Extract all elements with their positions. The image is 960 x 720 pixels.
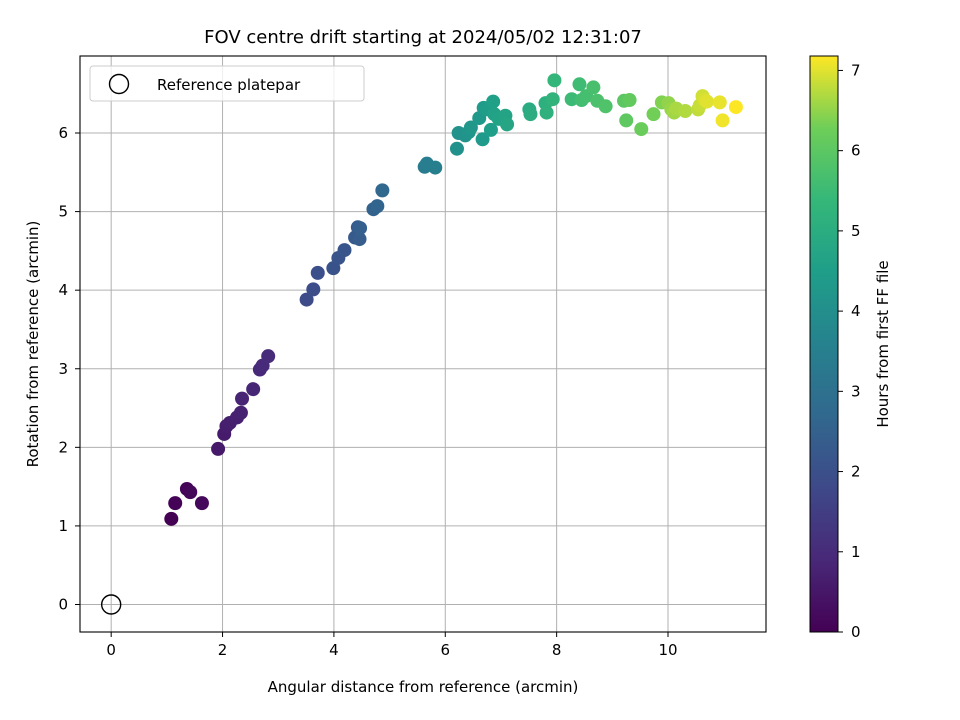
data-point — [564, 92, 579, 107]
data-point — [586, 80, 601, 95]
colorbar-gradient — [809, 55, 839, 633]
data-point — [375, 183, 390, 198]
colorbar-label: Hours from first FF file — [874, 260, 892, 427]
data-point — [699, 94, 714, 109]
data-point — [168, 496, 183, 511]
x-tick-label: 8 — [552, 641, 562, 659]
colorbar-tick-label: 3 — [851, 382, 861, 400]
data-point — [299, 292, 314, 307]
data-point — [211, 441, 226, 456]
x-axis-ticks: 0 2 4 6 8 10 — [106, 632, 678, 659]
plot-frame — [79, 55, 767, 633]
data-point — [463, 120, 478, 135]
chart-title: FOV centre drift starting at 2024/05/02 … — [204, 27, 642, 48]
y-tick-label: 0 — [58, 595, 68, 613]
data-point — [353, 221, 368, 236]
x-tick-label: 2 — [218, 641, 228, 659]
data-point — [547, 73, 562, 88]
colorbar-tick-label: 2 — [851, 463, 861, 481]
data-point — [261, 349, 276, 364]
y-tick-label: 5 — [58, 203, 68, 221]
y-axis-label: Rotation from reference (arcmin) — [24, 221, 42, 468]
x-tick-label: 4 — [329, 641, 339, 659]
data-point — [678, 104, 693, 119]
x-axis-label: Angular distance from reference (arcmin) — [268, 678, 579, 696]
data-point — [598, 99, 613, 114]
data-point — [634, 122, 649, 137]
data-point — [572, 77, 587, 92]
data-point — [500, 117, 515, 132]
data-point — [715, 113, 730, 128]
grid-lines — [80, 56, 766, 632]
data-point — [235, 391, 250, 406]
data-point — [310, 265, 325, 280]
legend-entry-reference: Reference platepar — [157, 76, 301, 94]
y-axis-ticks: 0 1 2 3 4 5 6 — [58, 124, 80, 613]
colorbar-tick-label: 0 — [851, 623, 861, 641]
data-point — [728, 100, 743, 115]
x-tick-label: 10 — [658, 641, 677, 659]
data-point — [646, 107, 661, 122]
data-point — [428, 160, 443, 175]
y-tick-label: 2 — [58, 438, 68, 456]
data-point — [712, 95, 727, 110]
x-tick-label: 0 — [106, 641, 116, 659]
legend-box — [89, 65, 365, 102]
reference-platepar-marker — [100, 594, 122, 615]
y-tick-label: 4 — [58, 281, 68, 299]
data-point — [486, 94, 501, 109]
legend-marker-icon — [108, 73, 130, 95]
y-tick-label: 6 — [58, 124, 68, 142]
data-points — [100, 73, 743, 615]
colorbar: 0 1 2 3 4 5 6 7 Hours from first FF file — [809, 55, 892, 641]
y-tick-label: 3 — [58, 360, 68, 378]
data-point — [523, 107, 538, 122]
data-point — [545, 92, 560, 107]
legend: Reference platepar — [89, 65, 365, 102]
colorbar-tick-label: 6 — [851, 142, 861, 160]
colorbar-tick-label: 4 — [851, 302, 861, 320]
data-point — [194, 496, 209, 511]
y-tick-label: 1 — [58, 517, 68, 535]
data-point — [619, 113, 634, 128]
data-point — [183, 485, 198, 500]
colorbar-ticks: 0 1 2 3 4 5 6 7 — [838, 61, 861, 641]
x-tick-label: 6 — [440, 641, 450, 659]
colorbar-tick-label: 7 — [851, 61, 861, 79]
data-point — [370, 199, 385, 214]
data-point — [164, 511, 179, 526]
data-point — [622, 93, 637, 108]
data-point — [449, 141, 464, 156]
data-point — [475, 132, 490, 147]
colorbar-tick-label: 1 — [851, 543, 861, 561]
data-point — [352, 232, 367, 247]
data-point — [233, 405, 248, 420]
data-point — [246, 382, 261, 397]
data-point — [337, 243, 352, 258]
data-point — [539, 105, 554, 120]
data-point — [483, 122, 498, 137]
data-point — [306, 282, 321, 297]
colorbar-tick-label: 5 — [851, 222, 861, 240]
